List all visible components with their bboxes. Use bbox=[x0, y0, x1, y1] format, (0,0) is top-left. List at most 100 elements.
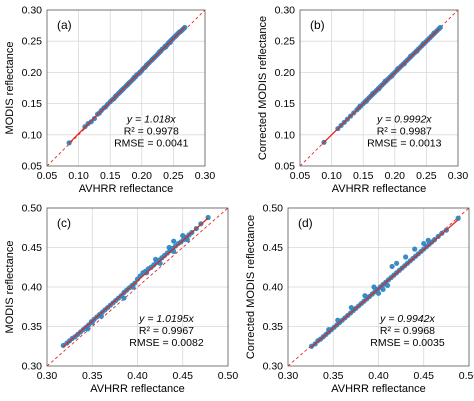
x-tick-label: 0.20 bbox=[385, 170, 406, 182]
y-tick-label: 0.15 bbox=[22, 98, 43, 110]
data-point bbox=[455, 215, 461, 221]
x-tick-label: 0.30 bbox=[195, 170, 216, 182]
plot-area-border bbox=[299, 9, 459, 167]
regression-line bbox=[62, 217, 209, 348]
x-tick-label: 0.35 bbox=[323, 370, 344, 382]
x-tick-label: 0.05 bbox=[290, 170, 311, 182]
y-tick-label: 0.30 bbox=[275, 5, 296, 17]
x-tick-label: 0.30 bbox=[37, 370, 58, 382]
x-tick-label: 0.30 bbox=[448, 170, 469, 182]
y-tick-label: 0.05 bbox=[22, 161, 43, 173]
y-tick-label: 0.40 bbox=[263, 282, 284, 294]
x-tick-label: 0.30 bbox=[278, 370, 299, 382]
y-tick-label: 0.20 bbox=[275, 67, 296, 79]
rmse-label: RMSE = 0.0082 bbox=[129, 337, 204, 349]
y-tick-label: 0.30 bbox=[263, 361, 284, 373]
x-axis-label: AVHRR reflectance bbox=[332, 183, 427, 195]
data-point bbox=[348, 304, 354, 311]
y-tick-label: 0.15 bbox=[275, 98, 296, 110]
one-to-one-line bbox=[46, 207, 229, 367]
plot-area-border bbox=[46, 207, 229, 367]
data-point bbox=[421, 240, 427, 247]
scatter-panel-3: 0.30 0.35 0.40 0.45 0.50 0.30 0.35 0.40 0.45 0.50… bbox=[4, 203, 238, 396]
y-axis-label: Corrected MODIS reflectance bbox=[257, 16, 269, 160]
x-tick-label: 0.10 bbox=[321, 170, 342, 182]
scatter-panel-2: 0.05 0.10 0.15 0.20 0.25 0.30 0.05 0.10 0.15 0.20… bbox=[257, 5, 468, 196]
rmse-label: RMSE = 0.0013 bbox=[367, 137, 442, 149]
data-point bbox=[375, 290, 382, 296]
data-point bbox=[403, 254, 409, 260]
x-tick-label: 0.45 bbox=[414, 370, 435, 382]
x-tick-label: 0.20 bbox=[132, 170, 153, 182]
regression-equation: y = 0.9992x bbox=[376, 113, 432, 125]
regression-line bbox=[68, 26, 186, 144]
data-point bbox=[362, 293, 368, 299]
y-tick-label: 0.50 bbox=[22, 203, 43, 215]
data-point bbox=[412, 246, 418, 252]
y-tick-label: 0.05 bbox=[275, 161, 296, 173]
x-tick-label: 0.25 bbox=[416, 170, 437, 182]
x-tick-label: 0.15 bbox=[353, 170, 374, 182]
y-tick-label: 0.40 bbox=[22, 282, 43, 294]
x-tick-label: 0.35 bbox=[82, 370, 103, 382]
x-tick-label: 0.40 bbox=[368, 370, 389, 382]
scatter-panel-4: 0.30 0.35 0.40 0.45 0.50 0.30 0.35 0.40 0.45 0.50… bbox=[245, 203, 474, 396]
regression-equation: y = 1.0195x bbox=[138, 313, 194, 325]
x-tick-label: 0.40 bbox=[127, 370, 148, 382]
x-tick-label: 0.50 bbox=[218, 370, 239, 382]
data-point bbox=[394, 260, 400, 266]
data-point bbox=[89, 319, 95, 326]
x-tick-label: 0.05 bbox=[37, 170, 58, 182]
r-squared-label: R² = 0.9967 bbox=[139, 325, 194, 337]
r-squared-label: R² = 0.9978 bbox=[124, 125, 179, 137]
panel-label: (b) bbox=[310, 18, 325, 32]
data-point bbox=[171, 238, 177, 244]
data-point bbox=[153, 256, 159, 262]
regression-line bbox=[310, 219, 459, 349]
y-tick-label: 0.35 bbox=[263, 321, 284, 333]
data-point bbox=[380, 286, 386, 292]
y-axis-label: MODIS reflectance bbox=[4, 42, 16, 135]
rmse-label: RMSE = 0.0041 bbox=[114, 137, 189, 149]
data-point bbox=[425, 237, 431, 243]
regression-equation: y = 0.9942x bbox=[379, 313, 435, 325]
y-tick-label: 0.30 bbox=[22, 5, 43, 17]
y-tick-label: 0.25 bbox=[275, 36, 296, 48]
regression-equation: y = 1.018x bbox=[126, 113, 176, 125]
rmse-label: RMSE = 0.0035 bbox=[370, 337, 445, 349]
x-axis-label: AVHRR reflectance bbox=[79, 183, 174, 195]
x-tick-label: 0.15 bbox=[100, 170, 121, 182]
data-point bbox=[384, 282, 391, 289]
y-tick-label: 0.50 bbox=[263, 203, 284, 215]
data-point bbox=[180, 233, 186, 239]
data-point bbox=[371, 284, 377, 290]
x-tick-label: 0.10 bbox=[68, 170, 89, 182]
r-squared-label: R² = 0.9987 bbox=[377, 125, 432, 137]
y-tick-label: 0.20 bbox=[22, 67, 43, 79]
r-squared-label: R² = 0.9968 bbox=[380, 325, 435, 337]
data-point bbox=[437, 24, 443, 31]
y-tick-label: 0.30 bbox=[22, 361, 43, 373]
regression-line bbox=[321, 28, 440, 145]
y-axis-label: Corrected MODIS reflectance bbox=[245, 215, 257, 359]
x-tick-label: 0.50 bbox=[459, 370, 474, 382]
x-axis-label: AVHRR reflectance bbox=[90, 383, 185, 395]
y-tick-label: 0.45 bbox=[22, 242, 43, 254]
data-point bbox=[335, 317, 341, 323]
data-point bbox=[166, 244, 172, 251]
plot-area-border bbox=[287, 207, 470, 367]
scatter-panel-1: 0.05 0.10 0.15 0.20 0.25 0.30 0.05 0.10 0.15 0.20… bbox=[4, 5, 215, 196]
x-axis-label: AVHRR reflectance bbox=[331, 383, 426, 395]
panel-label: (a) bbox=[57, 18, 72, 32]
y-tick-label: 0.35 bbox=[22, 321, 43, 333]
x-tick-label: 0.25 bbox=[163, 170, 184, 182]
y-tick-label: 0.10 bbox=[22, 129, 43, 141]
data-point bbox=[389, 263, 395, 270]
y-tick-label: 0.45 bbox=[263, 242, 284, 254]
y-tick-label: 0.25 bbox=[22, 36, 43, 48]
data-point bbox=[121, 295, 127, 301]
y-axis-label: MODIS reflectance bbox=[4, 241, 16, 334]
y-tick-label: 0.10 bbox=[275, 129, 296, 141]
x-tick-label: 0.45 bbox=[173, 370, 194, 382]
